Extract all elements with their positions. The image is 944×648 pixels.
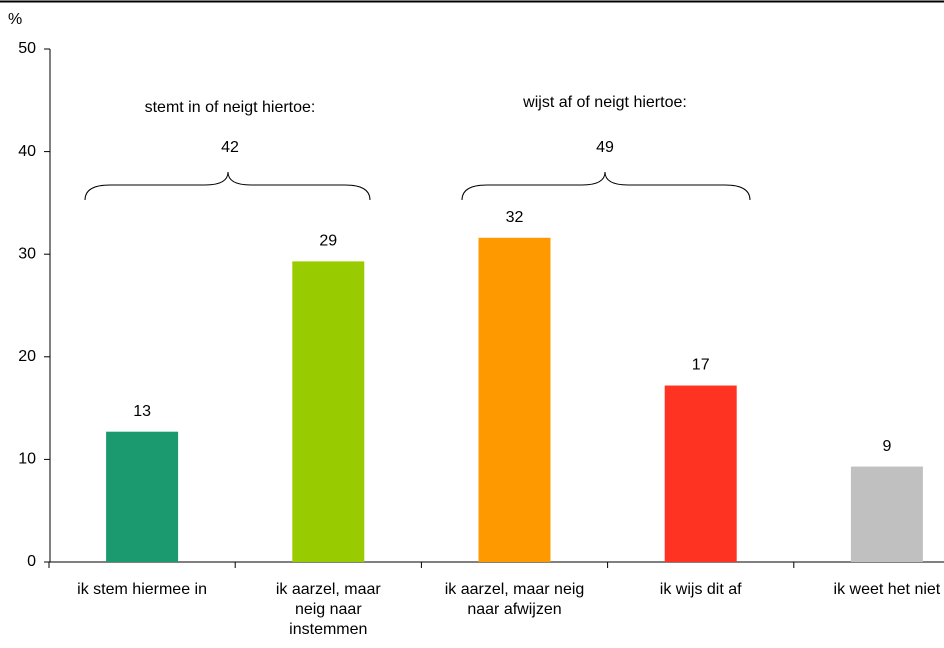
bar bbox=[850, 466, 923, 562]
y-tick-label: 40 bbox=[18, 143, 36, 160]
y-tick-label: 30 bbox=[18, 245, 36, 262]
x-tick-label: ik aarzel, maar neig naar afwijzen bbox=[444, 581, 585, 618]
y-axis-label: % bbox=[8, 11, 22, 28]
annotation: stemt in of neigt hiertoe: bbox=[145, 99, 316, 116]
x-tick-label: ik weet het niet bbox=[833, 581, 941, 598]
x-tick-label: ik stem hiermee in bbox=[77, 581, 207, 598]
brace bbox=[461, 171, 751, 201]
value-label: 29 bbox=[319, 233, 337, 250]
x-tick-label: ik aarzel, maar neig naar instemmen bbox=[275, 581, 381, 638]
value-label: 9 bbox=[882, 438, 891, 455]
brace bbox=[84, 171, 371, 201]
value-label: 13 bbox=[133, 403, 151, 420]
annotation-total: 49 bbox=[596, 139, 614, 156]
y-tick-label: 10 bbox=[18, 451, 36, 468]
annotation: wijst af of neigt hiertoe: bbox=[522, 94, 687, 111]
value-label: 17 bbox=[692, 357, 710, 374]
bar bbox=[478, 237, 551, 562]
x-tick-label: ik wijs dit af bbox=[659, 581, 742, 598]
bar bbox=[106, 431, 179, 562]
y-tick-label: 50 bbox=[18, 40, 36, 57]
bar bbox=[664, 385, 737, 562]
annotation-total: 42 bbox=[221, 139, 239, 156]
y-tick-label: 20 bbox=[18, 348, 36, 365]
value-label: 32 bbox=[506, 209, 524, 226]
y-tick-label: 0 bbox=[27, 553, 36, 570]
bar bbox=[292, 261, 365, 562]
